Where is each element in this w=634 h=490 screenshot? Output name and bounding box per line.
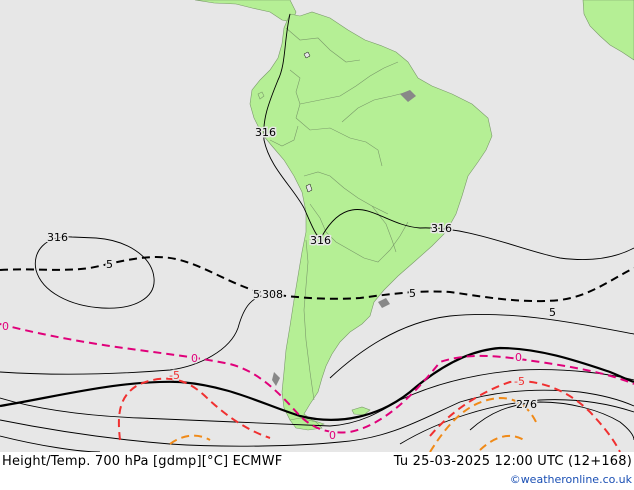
- label-tm5-east: -5: [514, 375, 525, 388]
- label-t5-east: 5: [409, 287, 416, 300]
- contour-low-b: [399, 399, 634, 445]
- label-316-east: 316: [431, 222, 452, 235]
- contour-316-west: [34, 236, 155, 309]
- land-galapagos: [257, 91, 265, 100]
- lake-small: [303, 51, 311, 59]
- contour-308: [0, 369, 634, 427]
- label-t0-east: 0: [515, 351, 522, 364]
- map-datetime: Tu 25-03-2025 12:00 UTC (12+168): [393, 454, 632, 469]
- isotherm-minus10-west: [169, 434, 211, 445]
- map-title: Height/Temp. 700 hPa [gdmp][°C] ECMWF: [2, 454, 283, 469]
- label-t5-west: 5: [106, 258, 113, 271]
- label-t5-mid: 5: [253, 288, 260, 301]
- isotherm-zero: [0, 323, 634, 434]
- label-276: 276: [516, 398, 537, 411]
- height-contours: [0, 13, 634, 452]
- isotherm-minus5: [117, 377, 271, 441]
- label-316-peru: 316: [255, 126, 276, 139]
- label-t0-south: 0: [329, 429, 336, 442]
- contour-mid-east: [329, 313, 634, 379]
- contour-316-andes: [263, 13, 634, 260]
- isotherm-minus10-east: [429, 396, 537, 452]
- contour-low-a: [0, 435, 101, 452]
- map-footer: Height/Temp. 700 hPa [gdmp][°C] ECMWF Tu…: [0, 452, 634, 490]
- label-t5-far-east: 5: [549, 306, 556, 319]
- coast-detail-plata: [378, 298, 390, 308]
- credit-link[interactable]: ©weatheronline.co.uk: [509, 473, 632, 486]
- contour-276: [469, 401, 634, 441]
- contour-300: [0, 389, 634, 447]
- land-falklands: [351, 406, 371, 416]
- contour-thick: [0, 346, 634, 421]
- land-central-america: [194, 0, 297, 23]
- country-borders: [269, 27, 409, 401]
- label-t0-west: 0: [2, 320, 9, 333]
- land-africa: [582, 0, 634, 61]
- label-308: 308: [262, 288, 283, 301]
- isotherm-plus5: [0, 256, 634, 303]
- label-316-west: 316: [47, 231, 68, 244]
- contour-labels: 316 316 316 316 308 276 5 5 5 5 0 0 0 0 …: [1, 125, 558, 444]
- lake-titicaca: [305, 183, 313, 193]
- coast-detail-amazon: [400, 90, 416, 102]
- land-south-america: [249, 11, 493, 429]
- isotherm-minus10-east-b: [479, 434, 525, 451]
- label-316-chile: 316: [310, 234, 331, 247]
- isotherm-minus5-east: [429, 380, 621, 452]
- label-tm5-west: -5: [169, 369, 180, 382]
- coast-detail-chile: [272, 372, 280, 386]
- map-canvas: 316 316 316 316 308 276 5 5 5 5 0 0 0 0 …: [0, 0, 634, 452]
- contour-308-b: [0, 293, 271, 375]
- label-t0-mid: 0: [191, 352, 198, 365]
